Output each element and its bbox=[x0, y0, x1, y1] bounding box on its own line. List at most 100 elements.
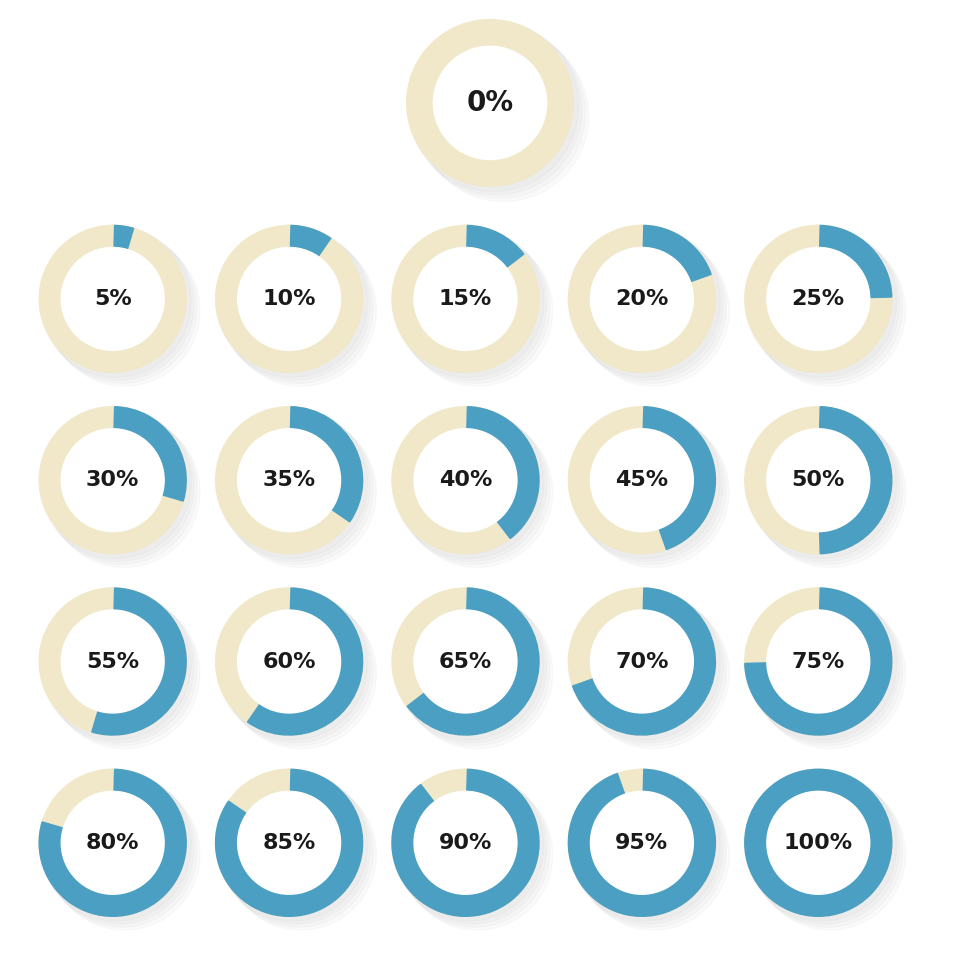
Circle shape bbox=[39, 225, 186, 372]
Circle shape bbox=[408, 21, 578, 191]
Circle shape bbox=[407, 20, 573, 186]
Circle shape bbox=[220, 411, 370, 562]
Circle shape bbox=[575, 595, 726, 746]
Circle shape bbox=[569, 770, 720, 921]
Circle shape bbox=[578, 416, 729, 567]
Circle shape bbox=[393, 589, 544, 740]
Wedge shape bbox=[113, 407, 186, 501]
Circle shape bbox=[752, 595, 903, 746]
Wedge shape bbox=[113, 225, 133, 299]
Wedge shape bbox=[244, 588, 363, 735]
Wedge shape bbox=[818, 225, 892, 299]
Circle shape bbox=[216, 769, 363, 916]
Circle shape bbox=[568, 588, 715, 735]
Text: 0%: 0% bbox=[466, 89, 514, 117]
Wedge shape bbox=[572, 588, 715, 735]
Circle shape bbox=[412, 24, 582, 195]
Text: 70%: 70% bbox=[615, 652, 668, 671]
Circle shape bbox=[745, 769, 892, 916]
Wedge shape bbox=[111, 407, 186, 505]
Wedge shape bbox=[287, 225, 334, 299]
Circle shape bbox=[216, 407, 363, 554]
Circle shape bbox=[575, 232, 726, 383]
Circle shape bbox=[745, 225, 892, 372]
Circle shape bbox=[222, 414, 373, 564]
Text: 30%: 30% bbox=[86, 470, 139, 490]
Wedge shape bbox=[642, 225, 711, 299]
Wedge shape bbox=[88, 588, 186, 735]
Circle shape bbox=[396, 592, 547, 743]
Circle shape bbox=[578, 779, 729, 930]
Circle shape bbox=[415, 429, 517, 531]
Circle shape bbox=[396, 229, 547, 380]
Circle shape bbox=[61, 429, 165, 531]
Wedge shape bbox=[39, 769, 186, 916]
Wedge shape bbox=[392, 769, 539, 916]
Circle shape bbox=[568, 407, 715, 554]
Circle shape bbox=[220, 592, 370, 743]
Circle shape bbox=[590, 429, 694, 531]
Text: 85%: 85% bbox=[263, 833, 316, 853]
Circle shape bbox=[225, 779, 376, 930]
Text: 75%: 75% bbox=[792, 652, 845, 671]
Circle shape bbox=[237, 247, 341, 351]
Circle shape bbox=[393, 408, 544, 559]
Circle shape bbox=[749, 592, 900, 743]
Circle shape bbox=[590, 792, 694, 894]
Circle shape bbox=[402, 416, 553, 567]
Circle shape bbox=[569, 408, 720, 559]
Circle shape bbox=[225, 416, 376, 567]
Text: 5%: 5% bbox=[94, 289, 131, 309]
Circle shape bbox=[745, 769, 892, 916]
Wedge shape bbox=[92, 588, 186, 735]
Circle shape bbox=[396, 773, 547, 924]
Wedge shape bbox=[289, 407, 363, 521]
Circle shape bbox=[433, 46, 547, 160]
Wedge shape bbox=[248, 588, 363, 735]
Wedge shape bbox=[392, 769, 539, 916]
Circle shape bbox=[746, 589, 897, 740]
Circle shape bbox=[40, 770, 191, 921]
Circle shape bbox=[392, 769, 539, 916]
Circle shape bbox=[217, 226, 368, 377]
Wedge shape bbox=[216, 769, 363, 916]
Circle shape bbox=[399, 232, 550, 383]
Circle shape bbox=[39, 407, 186, 554]
Circle shape bbox=[418, 31, 589, 202]
Text: 65%: 65% bbox=[439, 652, 492, 671]
Circle shape bbox=[393, 226, 544, 377]
Wedge shape bbox=[464, 225, 526, 299]
Wedge shape bbox=[571, 588, 715, 735]
Circle shape bbox=[399, 414, 550, 564]
Wedge shape bbox=[407, 588, 539, 735]
Text: 45%: 45% bbox=[615, 470, 668, 490]
Circle shape bbox=[568, 225, 715, 372]
Circle shape bbox=[225, 235, 376, 386]
Circle shape bbox=[590, 247, 694, 351]
Circle shape bbox=[237, 429, 341, 531]
Wedge shape bbox=[640, 407, 715, 551]
Circle shape bbox=[396, 411, 547, 562]
Circle shape bbox=[49, 598, 200, 749]
Wedge shape bbox=[464, 407, 539, 541]
Circle shape bbox=[49, 416, 200, 567]
Circle shape bbox=[61, 610, 165, 713]
Text: 100%: 100% bbox=[784, 833, 853, 853]
Circle shape bbox=[575, 776, 726, 927]
Circle shape bbox=[217, 770, 368, 921]
Circle shape bbox=[43, 773, 194, 924]
Circle shape bbox=[402, 235, 553, 386]
Circle shape bbox=[61, 792, 165, 894]
Circle shape bbox=[392, 588, 539, 735]
Circle shape bbox=[745, 588, 892, 735]
Circle shape bbox=[216, 225, 363, 372]
Text: 95%: 95% bbox=[615, 833, 668, 853]
Text: 55%: 55% bbox=[86, 652, 139, 671]
Wedge shape bbox=[568, 769, 715, 916]
Circle shape bbox=[222, 595, 373, 746]
Circle shape bbox=[40, 408, 191, 559]
Circle shape bbox=[43, 411, 194, 562]
Circle shape bbox=[415, 792, 517, 894]
Text: 50%: 50% bbox=[792, 470, 845, 490]
Circle shape bbox=[766, 429, 870, 531]
